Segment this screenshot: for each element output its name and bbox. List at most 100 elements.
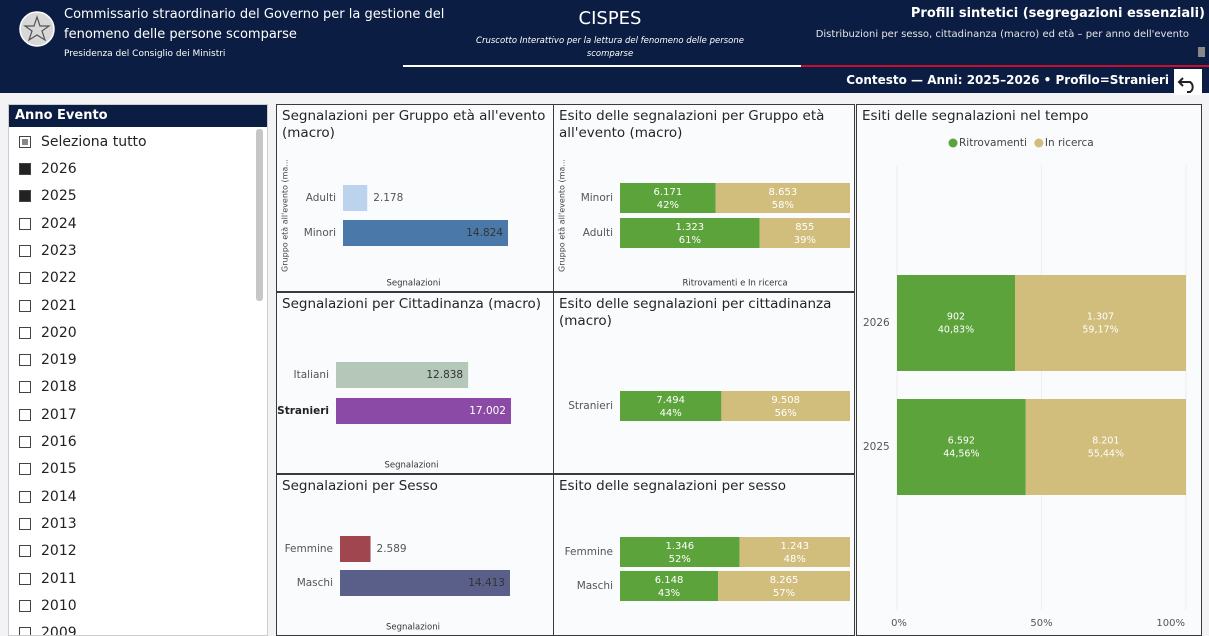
slicer-label: 2015: [41, 461, 77, 478]
checkbox[interactable]: [19, 572, 31, 585]
slicer-label: 2009: [41, 625, 77, 636]
panel: Esito delle segnalazioni per sesso Femmin…: [553, 474, 855, 636]
scrollbar[interactable]: [256, 129, 263, 301]
slicer-item[interactable]: 2018: [15, 377, 250, 399]
bar: [343, 185, 368, 211]
value-label: 1.346: [665, 541, 694, 552]
checkbox[interactable]: [19, 272, 31, 285]
checkbox[interactable]: [19, 326, 31, 339]
checkbox[interactable]: [19, 436, 31, 448]
checkbox[interactable]: [19, 163, 31, 175]
checkbox[interactable]: [19, 354, 31, 367]
context: Contesto — Anni: 2025–2026 • Profilo=Str…: [846, 73, 1169, 87]
back-button[interactable]: [1174, 69, 1202, 95]
slicer-label: 2013: [41, 515, 77, 532]
slicer-item[interactable]: 2009: [15, 623, 250, 636]
legend-marker: [948, 138, 958, 148]
pct-label: 56%: [775, 408, 797, 419]
checkbox[interactable]: [19, 517, 31, 530]
bar-segment: [739, 537, 850, 567]
slicer-label: 2024: [41, 215, 77, 232]
value-label: 14.413: [468, 577, 505, 589]
slicer-label: 2016: [41, 434, 77, 450]
category-label: Femmine: [565, 546, 613, 558]
slicer: Anno Evento Seleziona tutto 2026 2025 2024 2…: [8, 104, 268, 636]
value-label: 1.243: [780, 541, 809, 552]
slicer-item[interactable]: 2014: [15, 487, 250, 509]
slicer-label: 2012: [41, 543, 77, 560]
checkbox[interactable]: [19, 490, 31, 503]
checkbox[interactable]: [19, 627, 31, 635]
bar-segment: [620, 183, 716, 213]
slicer-item[interactable]: 2013: [15, 514, 250, 536]
panel-chart: Stranieri 7.494 44% 9.508 56%: [568, 391, 850, 421]
checkbox[interactable]: [19, 381, 31, 394]
panel: Segnalazioni per Sesso Segnalazioni Femmin…: [276, 474, 555, 636]
pct-label: 40,83%: [938, 325, 974, 336]
slicer-item[interactable]: 2023: [15, 241, 250, 263]
slicer-item[interactable]: 2020: [15, 323, 250, 345]
pct-label: 57%: [773, 588, 795, 599]
checkbox[interactable]: [19, 136, 31, 148]
value-label: 1.323: [676, 222, 705, 233]
checkbox[interactable]: [19, 463, 31, 476]
panel-title: Esito delle segnalazioni per cittadinanz…: [559, 296, 832, 329]
checkbox[interactable]: [19, 190, 31, 203]
category-label: 2025: [863, 441, 890, 453]
slicer-label: 2026: [41, 161, 77, 177]
value-label: 1.307: [1087, 312, 1114, 323]
x-axis-label: Ritrovamenti e In ricerca: [682, 279, 787, 289]
pct-label: 39%: [794, 235, 816, 246]
y-axis-label: Gruppo età all'evento (ma...: [281, 159, 290, 272]
bar-segment: [620, 218, 760, 248]
page-subtitle: Distribuzioni per sesso, cittadinanza (m…: [815, 29, 1189, 40]
bar-segment: [759, 218, 850, 248]
x-tick-label: 50%: [1030, 618, 1052, 629]
checkbox[interactable]: [19, 217, 31, 230]
pct-label: 42%: [657, 200, 679, 211]
legend-label: In ricerca: [1045, 137, 1094, 149]
category-label: 2026: [863, 317, 890, 329]
checkbox[interactable]: [19, 545, 31, 558]
checkbox[interactable]: [19, 408, 31, 421]
bar-segment: [1015, 275, 1186, 371]
value-label: 6.171: [654, 187, 683, 198]
slicer-item[interactable]: 2026: [15, 159, 250, 181]
panel: Esiti delle segnalazioni nel tempo Ritrov…: [856, 104, 1202, 636]
slicer-item[interactable]: 2016: [15, 432, 250, 454]
bar-segment: [1025, 399, 1186, 495]
value-label: 855: [795, 222, 814, 233]
stripe: [403, 65, 801, 67]
slicer-item[interactable]: 2011: [15, 569, 250, 591]
pct-label: 43%: [658, 588, 680, 599]
pct-label: 44%: [660, 408, 682, 419]
panel: Esito delle segnalazioni per cittadinanz…: [553, 292, 855, 474]
slicer-item[interactable]: 2017: [15, 405, 250, 427]
slicer-item[interactable]: 2021: [15, 296, 250, 318]
category-label: Stranieri: [277, 405, 329, 417]
category-label: Minori: [581, 192, 613, 204]
checkbox[interactable]: [19, 244, 31, 257]
slicer-item[interactable]: 2025: [15, 186, 250, 208]
slicer-item[interactable]: 2024: [15, 214, 250, 236]
checkbox[interactable]: [19, 299, 31, 312]
x-axis-label: Segnalazioni: [386, 623, 440, 633]
app-subtitle: Cruscotto Interattivo per la lettura del…: [476, 36, 744, 59]
slicer-item[interactable]: Seleziona tutto: [15, 132, 250, 154]
panel: Esito delle segnalazioni per Gruppo età …: [553, 104, 855, 292]
slicer-item[interactable]: 2019: [15, 350, 250, 372]
checkbox[interactable]: [19, 599, 31, 612]
pct-label: 58%: [772, 200, 794, 211]
category-label: Maschi: [297, 577, 333, 589]
panel-title: Esito delle segnalazioni per sesso: [559, 478, 786, 494]
org-line: Commissario straordinario del Governo pe…: [64, 7, 445, 22]
slicer-item[interactable]: 2015: [15, 459, 250, 481]
slicer-item[interactable]: 2012: [15, 541, 250, 563]
category-label: Italiani: [294, 369, 330, 381]
slicer-item[interactable]: 2022: [15, 268, 250, 290]
org-sub: Presidenza del Consiglio dei Ministri: [64, 49, 226, 59]
bar-segment: [897, 399, 1026, 495]
slicer-item[interactable]: 2010: [15, 596, 250, 618]
value-label: 7.494: [656, 395, 685, 406]
category-label: Stranieri: [568, 400, 613, 412]
